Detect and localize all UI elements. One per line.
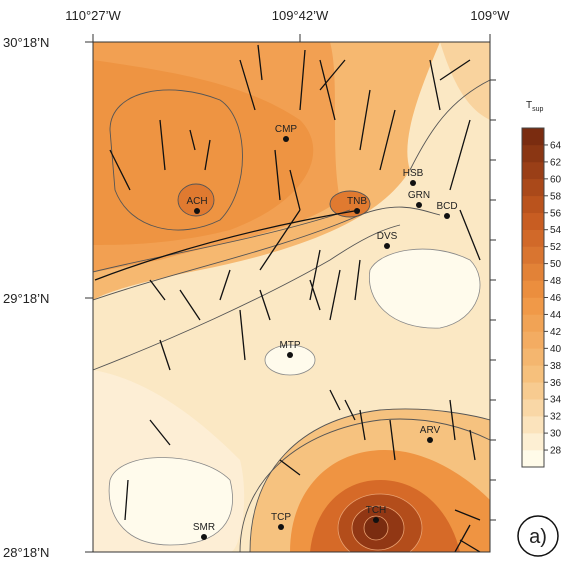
colorbar-cell [522,314,544,332]
panel-badge [517,515,559,557]
station-dot [278,524,284,530]
station-dot [410,180,416,186]
latitude-label: 28°18’N [3,545,49,560]
station-label: DVS [377,231,398,242]
colorbar-cell [522,433,544,451]
frame-ticks [490,79,496,521]
colorbar-tick-label: 54 [550,225,562,236]
colorbar-cell [522,229,544,247]
colorbar-tick-label: 60 [550,174,562,185]
panel-label: a) [529,526,547,548]
station-dot [373,517,379,523]
stations: ACH CMP TNB HSB GRN BCD DVS MTP ARV SMR TCP TCH [186,124,458,540]
colorbar-cell [522,280,544,298]
station-dot [354,208,360,214]
colorbar-tick-label: 46 [550,293,562,304]
station-label: SMR [193,522,215,533]
station-label: CMP [275,124,298,135]
colorbar-cell [522,195,544,214]
colorbar-tick-label: 56 [550,208,562,219]
colorbar-tick-label: 52 [550,242,562,253]
colorbar-tick-label: 62 [550,157,562,168]
station-label: TCH [366,505,387,516]
longitude-label: 109°W [470,8,510,23]
colorbar-cell [522,144,544,163]
colorbar-tick-label: 58 [550,191,562,202]
temperature-field [93,42,490,552]
colorbar-cell [522,161,544,180]
station-dot [201,534,207,540]
station-label: MTP [279,340,300,351]
colorbar-tick-label: 44 [550,310,562,321]
station-dot [384,243,390,249]
latitude-label: 29°18’N [3,291,49,306]
colorbar-cell [522,178,544,197]
faults [94,44,481,552]
station-label: HSB [403,168,424,179]
colorbar-tick-label: 30 [550,429,562,440]
station-label: ARV [420,425,441,436]
colorbar-cell [522,297,544,315]
colorbar-cell [522,331,544,349]
colorbar-cell [522,365,544,383]
colorbar-title: Tsup [526,100,544,113]
colorbar-cell [522,128,544,146]
colorbar-tick-label: 40 [550,344,562,355]
colorbar-cell [522,382,544,400]
station-dot [444,213,450,219]
station-label: GRN [408,190,430,201]
colorbar-tick-label: 38 [550,361,562,372]
station-label: TCP [271,512,291,523]
colorbar-cell [522,212,544,230]
station-label: BCD [436,201,457,212]
frame-ticks [85,34,491,553]
station-dot [287,352,293,358]
colorbar-tick-label: 50 [550,259,562,270]
longitude-label: 110°27’W [65,8,121,23]
longitude-label: 109°42’W [272,8,329,23]
colorbar-tick-label: 64 [550,140,562,151]
colorbar-cell [522,263,544,281]
colorbar-cell [522,399,544,417]
station-dot [283,136,289,142]
colorbar: Tsup 64 62 60 58 56 54 52 50 48 46 44 42 40 38 36 34 32 3… [521,100,562,468]
colorbar-cell [522,246,544,264]
station-dot [194,208,200,214]
colorbar-tick-label: 28 [550,446,562,457]
map-frame [92,41,491,553]
station-dot [416,202,422,208]
colorbar-tick-label: 42 [550,327,562,338]
colorbar-tick-label: 34 [550,395,562,406]
station-label: ACH [186,196,207,207]
colorbar-cell [522,348,544,366]
colorbar-cell [522,450,544,468]
colorbar-tick-label: 32 [550,412,562,423]
colorbar-tick-label: 36 [550,378,562,389]
colorbar-cell [522,416,544,434]
colorbar-tick-label: 48 [550,276,562,287]
latitude-label: 30°18’N [3,35,49,50]
station-dot [427,437,433,443]
station-label: TNB [347,196,367,207]
